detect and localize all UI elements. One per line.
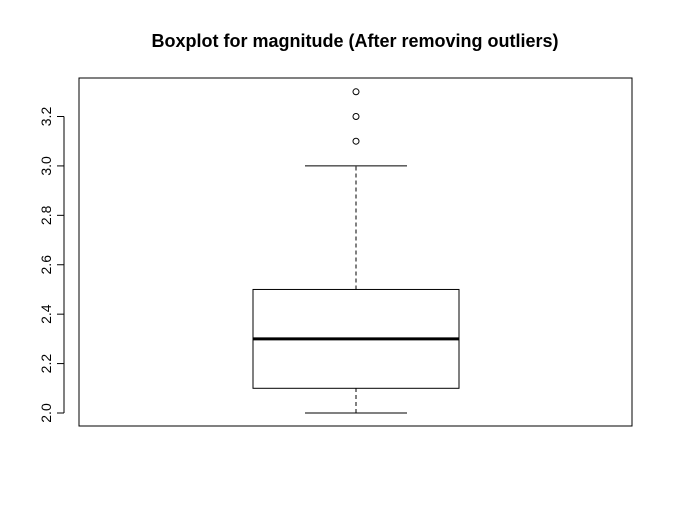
- chart-title: Boxplot for magnitude (After removing ou…: [151, 31, 558, 51]
- y-tick-label: 2.0: [38, 403, 54, 423]
- y-tick-label: 2.4: [38, 304, 54, 324]
- y-tick-label: 3.2: [38, 107, 54, 127]
- outlier-points: [352, 88, 360, 145]
- y-tick-label: 3.0: [38, 156, 54, 176]
- boxplot-group: [252, 165, 460, 414]
- outlier-point: [352, 113, 360, 120]
- y-axis: 2.0 2.2 2.4 2.6 2.8 3.0 3.2: [38, 107, 65, 423]
- y-tick-label: 2.2: [38, 354, 54, 374]
- plot-area-frame: [78, 77, 633, 427]
- y-tick-label: 2.8: [38, 205, 54, 225]
- outlier-point: [352, 88, 360, 96]
- y-tick-label: 2.6: [38, 255, 54, 275]
- outlier-point: [352, 137, 360, 145]
